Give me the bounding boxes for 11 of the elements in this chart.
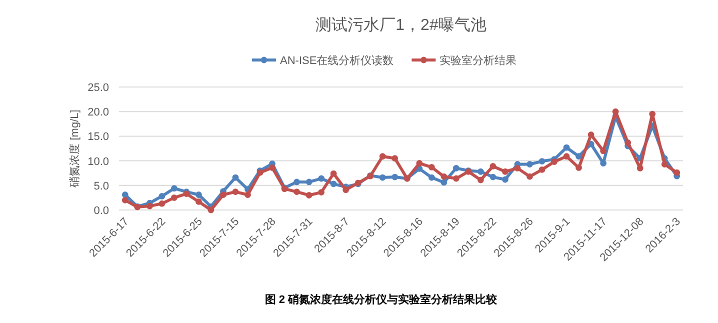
y-tick-label: 0.0 bbox=[94, 205, 109, 217]
chart-title: 测试污水厂1，2#曝气池 bbox=[316, 16, 486, 34]
y-tick-label: 20.0 bbox=[88, 106, 109, 119]
legend-label: AN-ISE在线分析仪读数 bbox=[280, 54, 394, 67]
caption: 图 2 硝氮浓度在线分析仪与实验室分析结果比较 bbox=[264, 293, 498, 306]
y-tick-label: 15.0 bbox=[88, 131, 109, 144]
legend-label: 实验室分析结果 bbox=[440, 54, 517, 67]
y-tick-label: 25.0 bbox=[88, 82, 109, 94]
y-tick-label: 10.0 bbox=[88, 156, 109, 168]
y-tick-label: 5.0 bbox=[94, 180, 109, 192]
y-axis-title: 硝氮浓度 [mg/L] bbox=[68, 110, 81, 188]
